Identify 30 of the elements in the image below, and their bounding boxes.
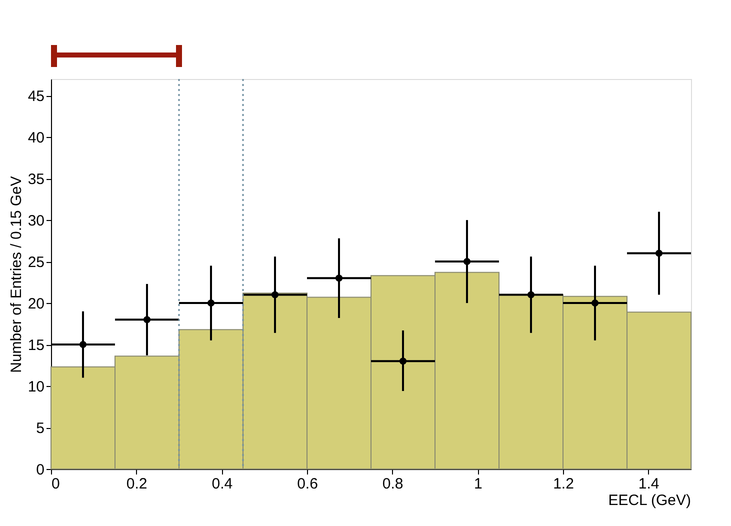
point <box>207 300 215 307</box>
y-tick-label: 15 <box>28 337 44 354</box>
point <box>463 258 471 266</box>
x-axis-title: EECL (GeV) <box>608 492 691 509</box>
y-tick-label: 20 <box>28 296 44 313</box>
y-tick-label: 45 <box>28 88 44 106</box>
x-tick-label: 1.2 <box>553 476 574 492</box>
point <box>527 291 535 298</box>
x-tick-label: 0 <box>52 476 60 492</box>
y-tick-label: 40 <box>28 130 44 147</box>
x-tick-label: 0.6 <box>297 476 318 492</box>
y-tick-label: 0 <box>36 462 44 478</box>
y-tick-label: 5 <box>36 420 44 438</box>
x-tick-label: 0.4 <box>212 476 233 492</box>
x-tick-label: 0.2 <box>126 476 148 492</box>
point <box>399 358 407 365</box>
y-axis-title: Number of Entries / 0.15 GeV <box>8 176 25 373</box>
y-tick-label: 30 <box>28 212 44 230</box>
point <box>79 341 87 348</box>
x-tick-label: 1.4 <box>638 476 660 492</box>
point <box>335 274 343 282</box>
x-tick-label: 0.8 <box>382 476 404 492</box>
point <box>143 316 151 324</box>
point <box>271 291 279 298</box>
x-tick-label: 1 <box>474 476 482 492</box>
point <box>591 300 599 307</box>
y-tick-label: 25 <box>28 254 44 272</box>
point <box>655 250 663 257</box>
y-tick-label: 35 <box>28 171 44 188</box>
y-tick-label: 10 <box>28 378 44 396</box>
